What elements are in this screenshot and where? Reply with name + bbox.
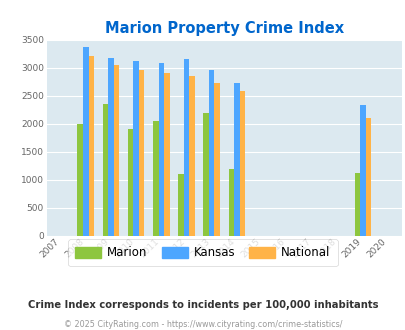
- Bar: [178, 174, 183, 236]
- Title: Marion Property Crime Index: Marion Property Crime Index: [104, 21, 343, 36]
- Bar: [164, 73, 169, 236]
- Bar: [365, 118, 370, 236]
- Bar: [239, 91, 245, 236]
- Bar: [102, 104, 108, 236]
- Bar: [158, 63, 164, 236]
- Bar: [354, 173, 359, 236]
- Bar: [189, 76, 194, 236]
- Bar: [183, 59, 189, 236]
- Bar: [234, 83, 239, 236]
- Bar: [133, 61, 139, 236]
- Text: Crime Index corresponds to incidents per 100,000 inhabitants: Crime Index corresponds to incidents per…: [28, 300, 377, 310]
- Bar: [113, 65, 119, 236]
- Legend: Marion, Kansas, National: Marion, Kansas, National: [68, 239, 337, 266]
- Bar: [108, 58, 113, 236]
- Bar: [228, 169, 234, 236]
- Bar: [139, 70, 144, 236]
- Bar: [128, 129, 133, 236]
- Bar: [209, 70, 214, 236]
- Bar: [88, 56, 94, 236]
- Bar: [214, 83, 220, 236]
- Bar: [203, 113, 209, 236]
- Bar: [359, 105, 365, 236]
- Bar: [77, 124, 83, 236]
- Bar: [83, 47, 88, 236]
- Bar: [153, 121, 158, 236]
- Text: © 2025 CityRating.com - https://www.cityrating.com/crime-statistics/: © 2025 CityRating.com - https://www.city…: [64, 319, 341, 329]
